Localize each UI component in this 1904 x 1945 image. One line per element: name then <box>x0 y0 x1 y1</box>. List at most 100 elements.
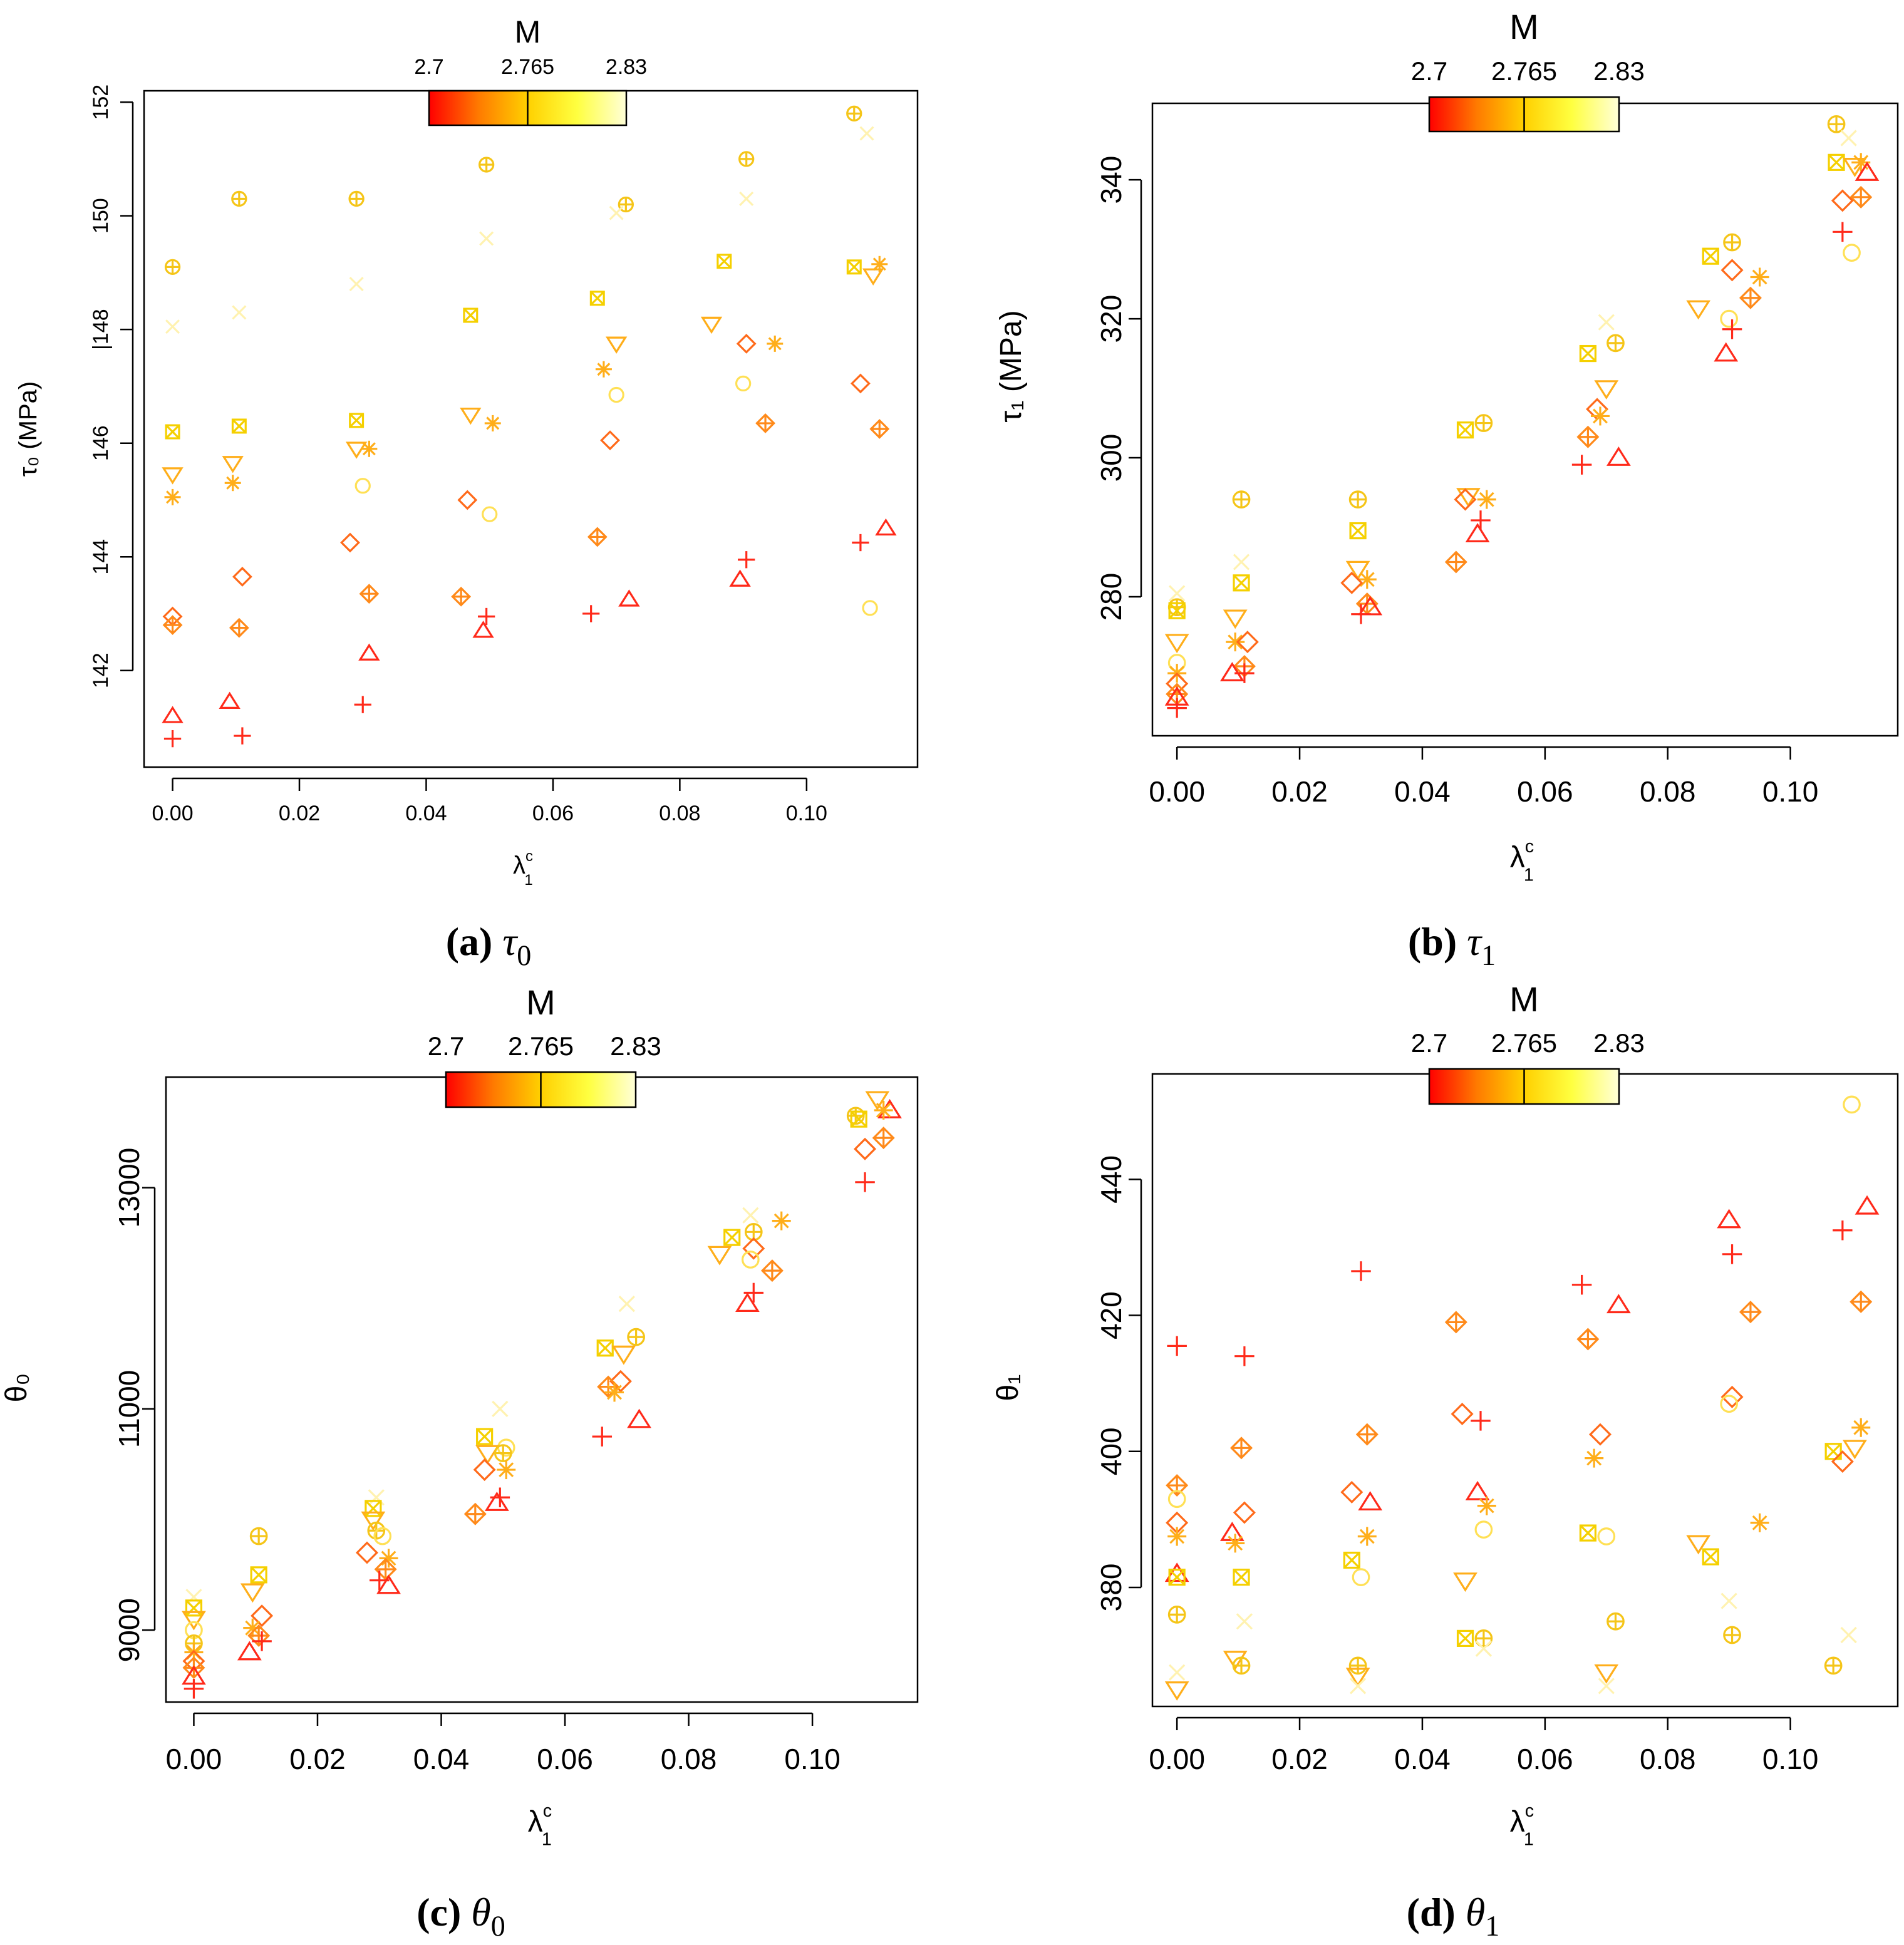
marker-stroke <box>492 1400 509 1418</box>
data-point-circle-plus <box>1167 598 1186 617</box>
data-point-asterisk <box>497 1460 516 1480</box>
marker-shape <box>219 691 241 709</box>
data-point-plus <box>1471 510 1491 530</box>
data-point-circle <box>1597 1527 1616 1545</box>
marker-shape <box>1828 153 1845 171</box>
data-point-diamond <box>1720 1385 1744 1408</box>
marker-shape <box>1824 1443 1842 1460</box>
data-point-square-x <box>165 424 180 440</box>
data-point-square-x <box>1168 602 1186 619</box>
data-point-diamond-plus <box>162 615 183 636</box>
data-point-triangle-down <box>240 1583 265 1603</box>
data-point-triangle-down <box>475 1445 500 1465</box>
marker-stroke <box>368 1489 385 1506</box>
y-axis: 9000 11000 13000 <box>113 1148 156 1662</box>
data-point-circle-plus <box>231 190 247 207</box>
marker-shape <box>700 316 723 334</box>
data-point-diamond <box>1233 1501 1256 1524</box>
data-points <box>1164 115 1880 718</box>
data-point-circle-plus <box>618 196 634 213</box>
marker-shape <box>854 1137 877 1160</box>
x-axis: 0.00 0.02 0.04 0.06 0.08 0.10 <box>1149 746 1818 808</box>
data-point-asterisk <box>1477 490 1496 509</box>
marker-shape <box>1219 662 1244 681</box>
data-point-circle <box>482 506 498 522</box>
x-tick-label: 0.04 <box>413 1743 470 1775</box>
data-point-triangle-down <box>182 1611 206 1631</box>
data-point-asterisk <box>1226 632 1245 652</box>
data-point-diamond <box>1831 189 1854 212</box>
marker-shape <box>1720 309 1739 328</box>
data-point-circle <box>608 386 624 403</box>
marker-shape <box>473 1458 496 1482</box>
data-point-diamond <box>473 1458 496 1482</box>
marker-shape <box>1720 259 1744 282</box>
colorbar-label: 2.765 <box>501 55 554 79</box>
data-points <box>162 105 897 748</box>
data-point-circle <box>373 1527 392 1545</box>
data-point-triangle <box>1606 1294 1631 1314</box>
data-point-triangle-down <box>162 467 184 485</box>
y-axis-title: τ₁ (MPa) <box>995 310 1028 422</box>
data-point-x <box>742 1207 759 1224</box>
marker-stroke <box>597 363 611 376</box>
marker-shape <box>875 518 897 536</box>
x-tick-label: 0.04 <box>405 802 447 825</box>
x-axis-title: λc 1 <box>528 1801 552 1850</box>
data-point-circle <box>1843 1095 1861 1114</box>
marker-shape <box>1720 1385 1744 1408</box>
data-point-asterisk <box>379 1549 398 1568</box>
data-point-diamond-plus <box>247 1624 271 1648</box>
data-point-diamond-plus <box>1576 425 1600 448</box>
marker-shape <box>1454 488 1477 511</box>
marker-stroke <box>226 476 240 490</box>
data-point-square-x <box>1579 344 1596 363</box>
x-tick-label: 0.02 <box>1271 775 1328 808</box>
marker-stroke <box>251 1566 267 1583</box>
data-point-circle-plus <box>348 190 365 207</box>
marker-stroke <box>847 259 862 274</box>
data-point-circle-plus <box>1824 1656 1843 1675</box>
marker-stroke <box>499 1462 514 1477</box>
data-point-asterisk <box>224 475 241 492</box>
marker-shape <box>1358 1491 1383 1511</box>
marker-stroke <box>476 1428 493 1445</box>
data-point-triangle-down <box>1345 1668 1370 1688</box>
marker-shape <box>1345 1668 1370 1688</box>
x-tick-label: 0.08 <box>659 802 700 825</box>
colorbar: M 2.7 2.765 2.83 <box>1411 7 1645 133</box>
colorbar-label: 2.7 <box>428 1031 464 1061</box>
marker-stroke <box>872 257 886 271</box>
data-point-circle <box>1167 1490 1186 1509</box>
colorbar-label: 2.765 <box>1491 1028 1557 1058</box>
data-point-circle-plus <box>478 157 495 173</box>
data-point-square-x <box>1456 421 1474 439</box>
marker-shape <box>475 1445 500 1465</box>
x-tick-label: 0.06 <box>537 1743 593 1775</box>
data-point-square-x <box>231 418 247 434</box>
marker-stroke <box>1228 1535 1243 1551</box>
marker-shape <box>162 706 184 723</box>
data-point-diamond-plus <box>229 617 249 638</box>
marker-stroke <box>166 490 180 504</box>
data-point-circle-plus <box>1474 414 1493 432</box>
marker-shape <box>1465 523 1490 542</box>
data-point-diamond-plus <box>374 1558 397 1581</box>
x-tick-label: 0.00 <box>166 1743 222 1775</box>
colorbar-label: 2.7 <box>414 55 443 79</box>
data-point-circle-plus <box>1606 1612 1625 1631</box>
marker-shape <box>1579 344 1596 363</box>
data-point-diamond-plus <box>755 413 775 433</box>
marker-stroke <box>232 418 247 433</box>
y-tick-label: 13000 <box>113 1148 145 1228</box>
data-point-square-x <box>1349 522 1367 540</box>
marker-shape <box>736 333 757 354</box>
data-point-circle-plus <box>1348 1656 1367 1675</box>
marker-shape <box>1686 300 1711 320</box>
x-axis-title: λc 1 <box>1510 837 1534 885</box>
marker-stroke <box>1228 634 1243 650</box>
panel-tau1: 0.00 0.02 0.04 0.06 0.08 0.10 280 300 320 340 λc 1 τ… <box>995 7 1899 971</box>
marker-shape <box>1219 1522 1244 1541</box>
marker-shape <box>1702 1548 1719 1566</box>
